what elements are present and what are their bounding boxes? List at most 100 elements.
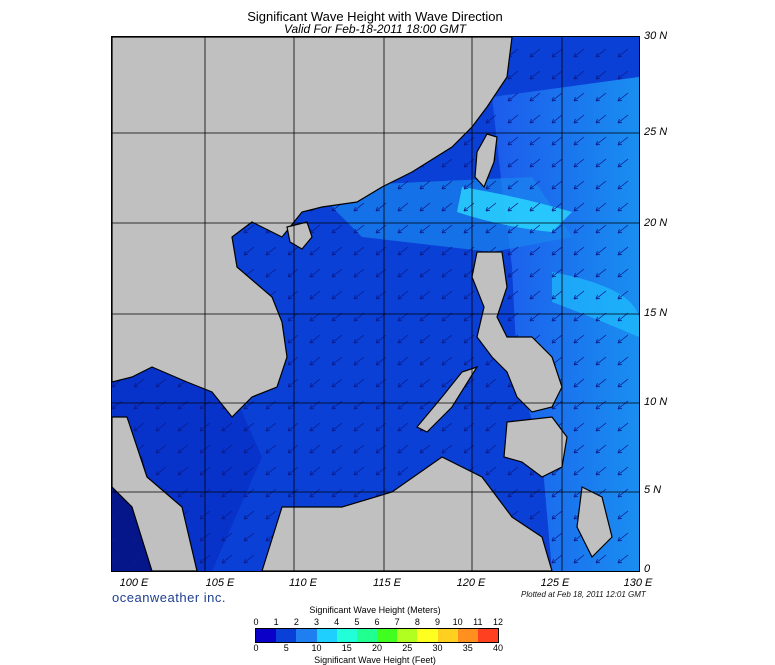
- colorbar-title-meters: Significant Wave Height (Meters): [309, 605, 441, 615]
- wave-direction-arrow: [551, 48, 563, 58]
- lon-label-130e: 130 E: [623, 577, 653, 589]
- wave-direction-arrow: [353, 268, 365, 278]
- wave-direction-arrow: [265, 422, 277, 432]
- wave-direction-arrow: [595, 422, 607, 432]
- wave-direction-arrow: [221, 422, 233, 432]
- wave-direction-arrow: [287, 466, 299, 476]
- wave-direction-arrow: [112, 532, 123, 542]
- meter-tick-label: 9: [434, 617, 441, 627]
- wave-direction-arrow: [353, 422, 365, 432]
- lat-label-20n: 20 N: [644, 217, 668, 229]
- feet-tick-label: 25: [402, 643, 413, 653]
- wave-direction-arrow: [595, 444, 607, 454]
- wave-direction-arrow: [529, 158, 541, 168]
- wave-direction-arrow: [617, 114, 629, 124]
- wave-direction-arrow: [573, 268, 585, 278]
- colorbar-segment: [377, 629, 398, 642]
- wave-direction-arrow: [485, 422, 497, 432]
- lat-lon-grid: [112, 37, 639, 571]
- wave-direction-arrow: [617, 356, 629, 366]
- wave-direction-arrow: [551, 334, 563, 344]
- wave-direction-arrow: [133, 554, 145, 564]
- wave-direction-arrow: [617, 466, 629, 476]
- wave-direction-arrow: [529, 202, 541, 212]
- colorbar: [255, 628, 499, 643]
- meter-tick-label: 4: [334, 617, 340, 627]
- wave-direction-arrow: [287, 334, 299, 344]
- borneo-island: [261, 456, 553, 571]
- wave-direction-arrow: [287, 422, 299, 432]
- wave-direction-arrow: [397, 224, 409, 234]
- wave-direction-arrow: [551, 268, 563, 278]
- wave-direction-arrow: [221, 488, 233, 498]
- wave-direction-arrow: [595, 378, 607, 388]
- wave-direction-arrow: [441, 224, 453, 234]
- mindanao-island: [503, 416, 568, 478]
- wave-direction-arrow: [485, 378, 497, 388]
- wave-direction-arrow: [397, 400, 409, 410]
- wave-direction-arrow: [112, 400, 123, 410]
- wave-direction-arrow: [617, 510, 629, 520]
- wave-direction-arrow: [353, 378, 365, 388]
- wave-direction-arrow: [309, 378, 321, 388]
- lat-label-30n: 30 N: [644, 30, 668, 42]
- wave-direction-arrow: [287, 290, 299, 300]
- wave-direction-arrow: [551, 246, 563, 256]
- wave-direction-arrow: [177, 488, 189, 498]
- wave-direction-arrow: [441, 356, 453, 366]
- feet-tick-label: 5: [283, 643, 289, 653]
- wave-direction-arrow: [419, 202, 431, 212]
- wave-direction-arrow: [595, 356, 607, 366]
- plotted-timestamp: Plotted at Feb 18, 2011 12:01 GMT: [521, 590, 646, 599]
- wave-direction-arrow: [441, 444, 453, 454]
- meter-tick-label: 1: [273, 617, 279, 627]
- wave-direction-arrow: [397, 356, 409, 366]
- wave-direction-arrow: [551, 158, 563, 168]
- wave-direction-arrow: [573, 554, 585, 564]
- wave-direction-arrow: [331, 356, 343, 366]
- lon-label-120e: 120 E: [456, 577, 486, 589]
- wave-direction-arrow: [595, 246, 607, 256]
- wave-direction-arrow: [507, 290, 519, 300]
- wave-direction-arrow: [353, 466, 365, 476]
- wave-direction-arrow: [397, 334, 409, 344]
- wave-direction-arrow: [397, 180, 409, 190]
- wave-direction-arrow: [243, 444, 255, 454]
- wave-direction-arrow: [507, 158, 519, 168]
- wave-direction-arrow: [309, 400, 321, 410]
- wave-direction-arrow: [287, 488, 299, 498]
- wave-direction-arrow: [573, 246, 585, 256]
- feet-tick-label: 15: [341, 643, 352, 653]
- wave-direction-arrow: [551, 554, 563, 564]
- ocean-high-wave-zone-2: [552, 272, 639, 337]
- wave-direction-arrow: [485, 224, 497, 234]
- wave-direction-arrow: [309, 422, 321, 432]
- meter-tick-label: 11: [473, 617, 483, 627]
- wave-direction-arrow: [573, 136, 585, 146]
- feet-tick-label: 0: [253, 643, 259, 653]
- wave-direction-arrow: [507, 246, 519, 256]
- colorbar-segment: [256, 629, 277, 642]
- luzon-visayas: [471, 251, 563, 413]
- colorbar-segment: [296, 629, 317, 642]
- wave-direction-arrow: [573, 378, 585, 388]
- wave-direction-arrow: [529, 246, 541, 256]
- wave-direction-arrow: [155, 422, 167, 432]
- colorbar-segment: [397, 629, 418, 642]
- wave-direction-arrow: [441, 202, 453, 212]
- wave-direction-arrow: [331, 334, 343, 344]
- wave-direction-arrow: [595, 70, 607, 80]
- wave-direction-arrow: [507, 114, 519, 124]
- wave-direction-arrow: [265, 510, 277, 520]
- wave-direction-arrow: [243, 554, 255, 564]
- wave-direction-arrow: [112, 510, 123, 520]
- meter-tick-label: 5: [354, 617, 360, 627]
- wave-direction-arrow: [177, 466, 189, 476]
- wave-direction-arrow: [309, 246, 321, 256]
- wave-direction-arrow: [331, 422, 343, 432]
- wave-direction-arrow: [573, 290, 585, 300]
- wave-direction-arrow: [353, 334, 365, 344]
- wave-direction-arrow: [507, 488, 519, 498]
- wave-direction-arrow: [331, 290, 343, 300]
- wave-direction-arrow: [507, 202, 519, 212]
